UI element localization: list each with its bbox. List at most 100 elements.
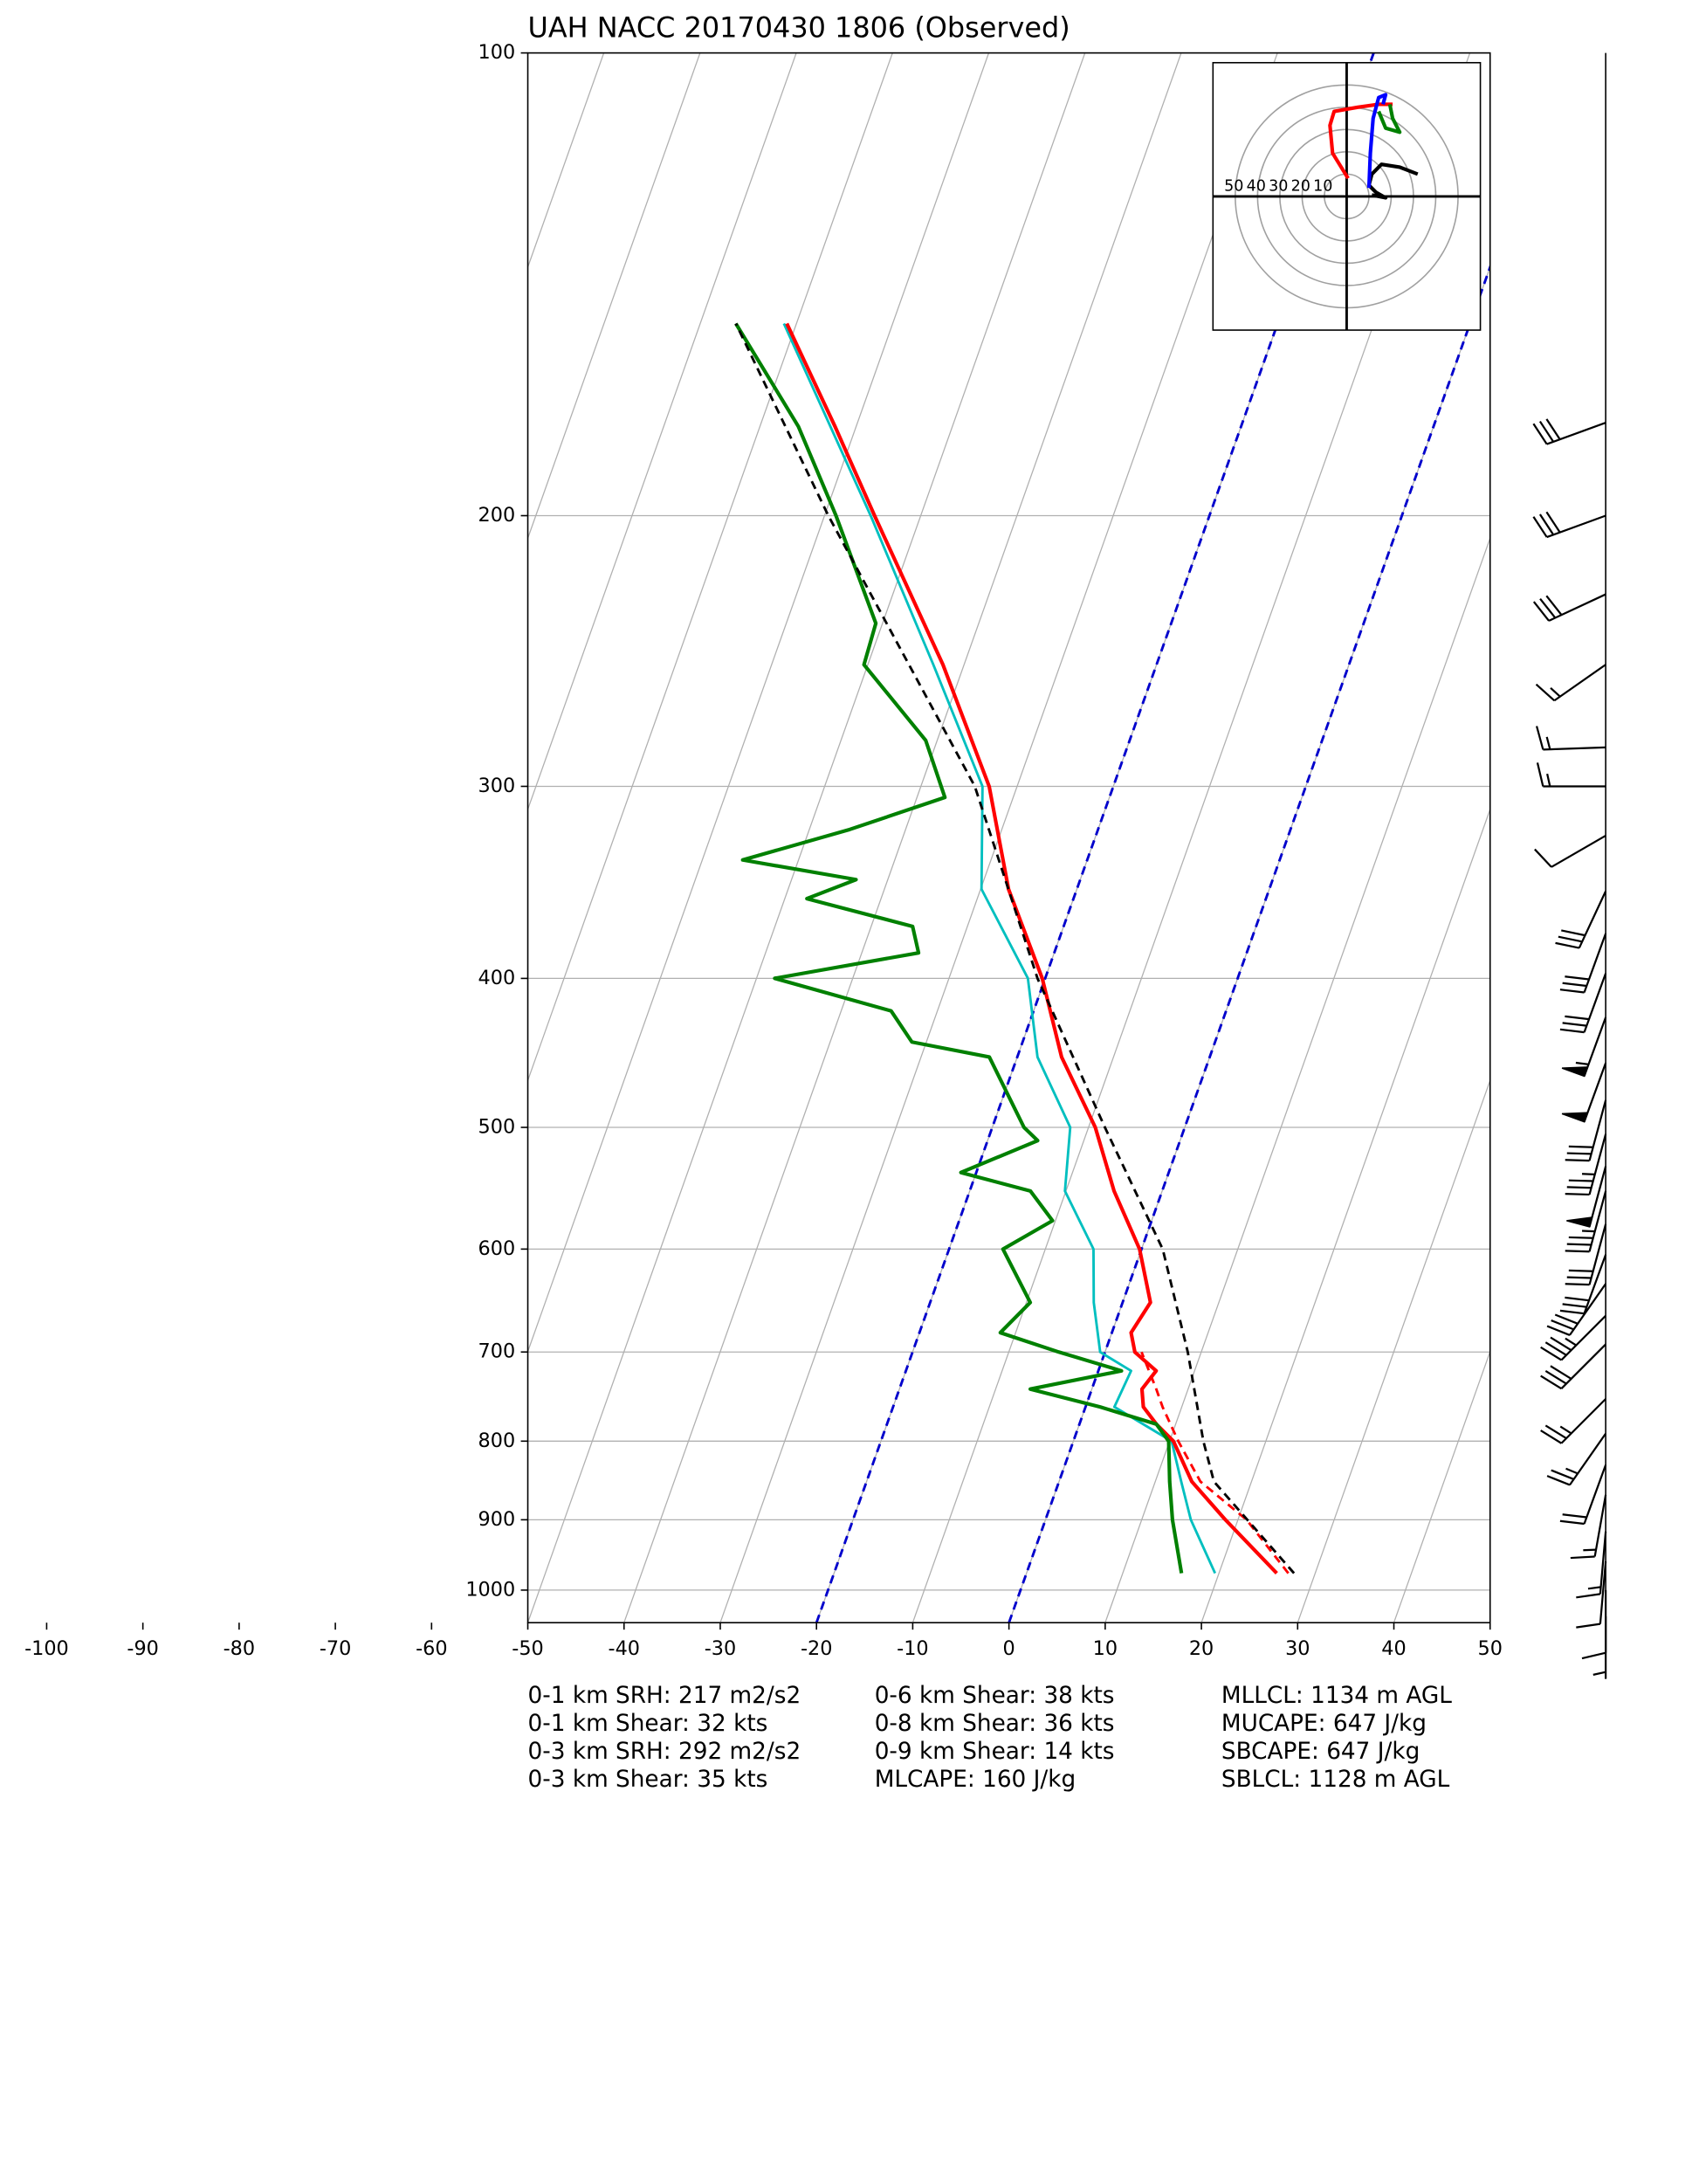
- barb-feather: [1565, 1250, 1590, 1253]
- y-tick-label: 600: [478, 1237, 516, 1260]
- annotation: 0-1 km SRH: 217 m2/s2: [528, 1683, 801, 1709]
- annotation: 0-3 km SRH: 292 m2/s2: [528, 1739, 801, 1765]
- barb-half: [1587, 1586, 1601, 1590]
- isotherm-grid: [527, 52, 893, 1083]
- y-tick-label: 700: [478, 1340, 516, 1363]
- barb-feather: [1559, 1028, 1585, 1034]
- barb-staff: [1583, 933, 1607, 993]
- barb-staff: [1588, 1099, 1607, 1161]
- barb-feather: [1544, 1369, 1567, 1385]
- x-tick-label: 0: [1003, 1637, 1015, 1660]
- barb-feather: [1562, 1513, 1587, 1519]
- barb-feather: [1535, 683, 1556, 702]
- wind-barb: [1565, 1223, 1607, 1286]
- annotation: MUCAPE: 647 J/kg: [1221, 1711, 1427, 1737]
- barb-feather: [1544, 1341, 1567, 1356]
- barb-half: [1550, 686, 1561, 698]
- barb-half: [1565, 1337, 1577, 1347]
- barb-feather: [1532, 601, 1550, 622]
- barb-feather: [1550, 1336, 1572, 1352]
- annotation: 0-6 km Shear: 38 kts: [875, 1683, 1115, 1709]
- barb-staff: [1583, 973, 1607, 1033]
- isotherm-grid: [623, 52, 1182, 1623]
- wind-barb: [1592, 1616, 1607, 1679]
- hodograph-trace: [1377, 104, 1402, 134]
- y-tick-label: 200: [478, 504, 516, 527]
- barb-staff: [1569, 1433, 1607, 1486]
- barb-feather: [1576, 1622, 1601, 1629]
- barb-feather: [1532, 516, 1548, 538]
- x-tick-label: 30: [1285, 1637, 1310, 1660]
- barb-staff: [1599, 1531, 1607, 1595]
- annotation: MLLCL: 1134 m AGL: [1221, 1683, 1452, 1709]
- barb-staff: [1546, 514, 1606, 539]
- wind-barb: [1559, 1254, 1607, 1315]
- wind-barb: [1535, 726, 1606, 751]
- hodograph-ring-label: 50: [1224, 178, 1243, 196]
- isotherm-grid: [1297, 1078, 1490, 1623]
- y-tick-label: 900: [478, 1508, 516, 1531]
- barb-feather: [1576, 1593, 1601, 1599]
- barb-staff: [1569, 1283, 1607, 1336]
- barb-half: [1582, 1173, 1595, 1175]
- barb-feather: [1551, 1319, 1574, 1331]
- barb-feather: [1555, 941, 1580, 949]
- barb-feather: [1546, 1325, 1571, 1336]
- y-tick-label: 100: [478, 41, 516, 64]
- barb-half: [1592, 1671, 1606, 1676]
- barb-staff: [1583, 1464, 1607, 1525]
- wind-barb: [1559, 933, 1607, 994]
- barb-feather: [1565, 1283, 1590, 1286]
- wind-barb: [1555, 891, 1607, 949]
- hodograph-frame: [1212, 61, 1482, 331]
- barb-feather: [1565, 1296, 1590, 1302]
- x-tick-label: -90: [127, 1637, 158, 1660]
- barb-feather: [1536, 762, 1544, 787]
- barb-staff: [1560, 1343, 1606, 1389]
- barb-feather: [1559, 1309, 1585, 1315]
- annotations: 0-1 km SRH: 217 m2/s20-1 km Shear: 32 kt…: [528, 1683, 1453, 1793]
- profile-line: [1140, 1351, 1290, 1574]
- isotherm-grid: [1393, 1349, 1490, 1623]
- barb-feather: [1544, 1424, 1567, 1440]
- barb-staff: [1583, 1254, 1607, 1314]
- barb-staff: [1553, 664, 1606, 702]
- barb-pennant: [1561, 1112, 1589, 1123]
- x-tick-label: -50: [512, 1637, 543, 1660]
- barb-feather: [1545, 511, 1561, 534]
- barb-feather: [1566, 1186, 1592, 1189]
- barb-feather: [1540, 1346, 1562, 1361]
- isotherm-grid: [1200, 807, 1490, 1623]
- annotation: SBLCL: 1128 m AGL: [1221, 1767, 1450, 1793]
- wind-barb: [1561, 1016, 1607, 1078]
- wind-barb: [1546, 1283, 1607, 1336]
- profiles: [734, 52, 1490, 1623]
- barb-half: [1583, 1548, 1597, 1552]
- barb-feather: [1565, 975, 1590, 981]
- isotherm-grid: [527, 52, 701, 541]
- hodograph-ring-label: 40: [1247, 178, 1266, 196]
- x-tick-label: -20: [801, 1637, 832, 1660]
- barb-feather: [1581, 1651, 1606, 1660]
- barb-staff: [1546, 421, 1606, 445]
- chart-title: UAH NACC 20170430 1806 (Observed): [528, 10, 1070, 44]
- wind-barb: [1534, 834, 1606, 868]
- annotation: SBCAPE: 647 J/kg: [1221, 1739, 1420, 1765]
- barb-feather: [1565, 1159, 1590, 1162]
- wind-barb: [1532, 593, 1606, 622]
- barb-feather: [1545, 418, 1561, 440]
- annotation: MLCAPE: 160 J/kg: [875, 1767, 1076, 1793]
- barb-feather: [1545, 595, 1563, 616]
- barb-feather: [1562, 1022, 1587, 1027]
- wind-barb: [1576, 1561, 1607, 1629]
- annotation: 0-9 km Shear: 14 kts: [875, 1739, 1115, 1765]
- annotation: 0-8 km Shear: 36 kts: [875, 1711, 1115, 1737]
- wind-barb: [1576, 1531, 1607, 1599]
- barb-staff: [1548, 593, 1606, 622]
- barb-staff: [1543, 746, 1606, 751]
- x-tick-label: 20: [1189, 1637, 1214, 1660]
- barb-feather: [1534, 848, 1552, 868]
